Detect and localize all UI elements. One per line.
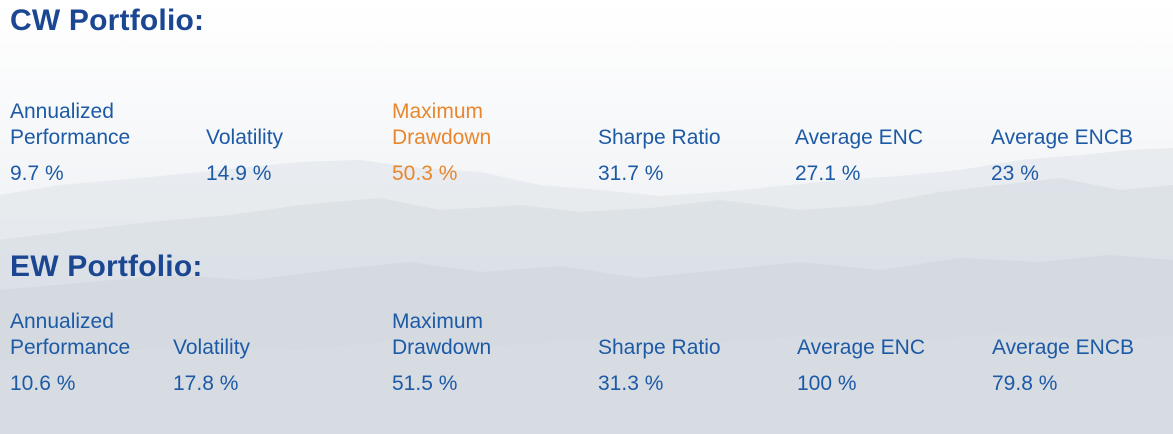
metric-label: Sharpe Ratio [598,126,721,149]
cw-maximum-drawdown: Maximum Drawdown 50.3 % [392,99,491,187]
metric-value: 79.8 % [992,372,1058,395]
cw-annualized-performance: Annualized Performance 9.7 % [10,99,130,187]
ew-average-enc: Average ENC 100 % [797,309,925,397]
metric-label: Maximum Drawdown [392,100,492,149]
ew-maximum-drawdown: Maximum Drawdown 51.5 % [392,309,491,397]
ew-average-encb: Average ENCB 79.8 % [992,309,1134,397]
metric-value: 51.5 % [392,372,458,395]
metric-value: 31.7 % [598,162,664,185]
metric-label: Volatility [206,126,284,149]
metric-value: 9.7 % [10,162,64,185]
cw-average-enc: Average ENC 27.1 % [795,99,923,187]
metric-value: 100 % [797,372,857,395]
cw-sharpe-ratio: Sharpe Ratio 31.7 % [598,99,721,187]
metric-label: Average ENC [795,126,924,149]
metric-label: Average ENCB [991,126,1134,149]
metric-value: 23 % [991,162,1039,185]
cw-volatility: Volatility 14.9 % [206,99,283,187]
cw-portfolio-title: CW Portfolio: [10,4,205,37]
metric-label: Maximum Drawdown [392,310,492,359]
ew-portfolio-title: EW Portfolio: [10,250,203,283]
cw-average-encb: Average ENCB 23 % [991,99,1133,187]
ew-annualized-performance: Annualized Performance 10.6 % [10,309,130,397]
ew-volatility: Volatility 17.8 % [173,309,250,397]
ew-sharpe-ratio: Sharpe Ratio 31.3 % [598,309,721,397]
metric-value: 14.9 % [206,162,272,185]
metric-value: 10.6 % [10,372,76,395]
metric-value: 27.1 % [795,162,861,185]
metric-label: Sharpe Ratio [598,336,721,359]
metric-label: Annualized Performance [10,100,131,149]
metric-value: 50.3 % [392,162,458,185]
metric-label: Volatility [173,336,251,359]
metric-label: Average ENC [797,336,926,359]
metric-label: Annualized Performance [10,310,131,359]
metric-value: 17.8 % [173,372,239,395]
metric-label: Average ENCB [992,336,1135,359]
metric-value: 31.3 % [598,372,664,395]
